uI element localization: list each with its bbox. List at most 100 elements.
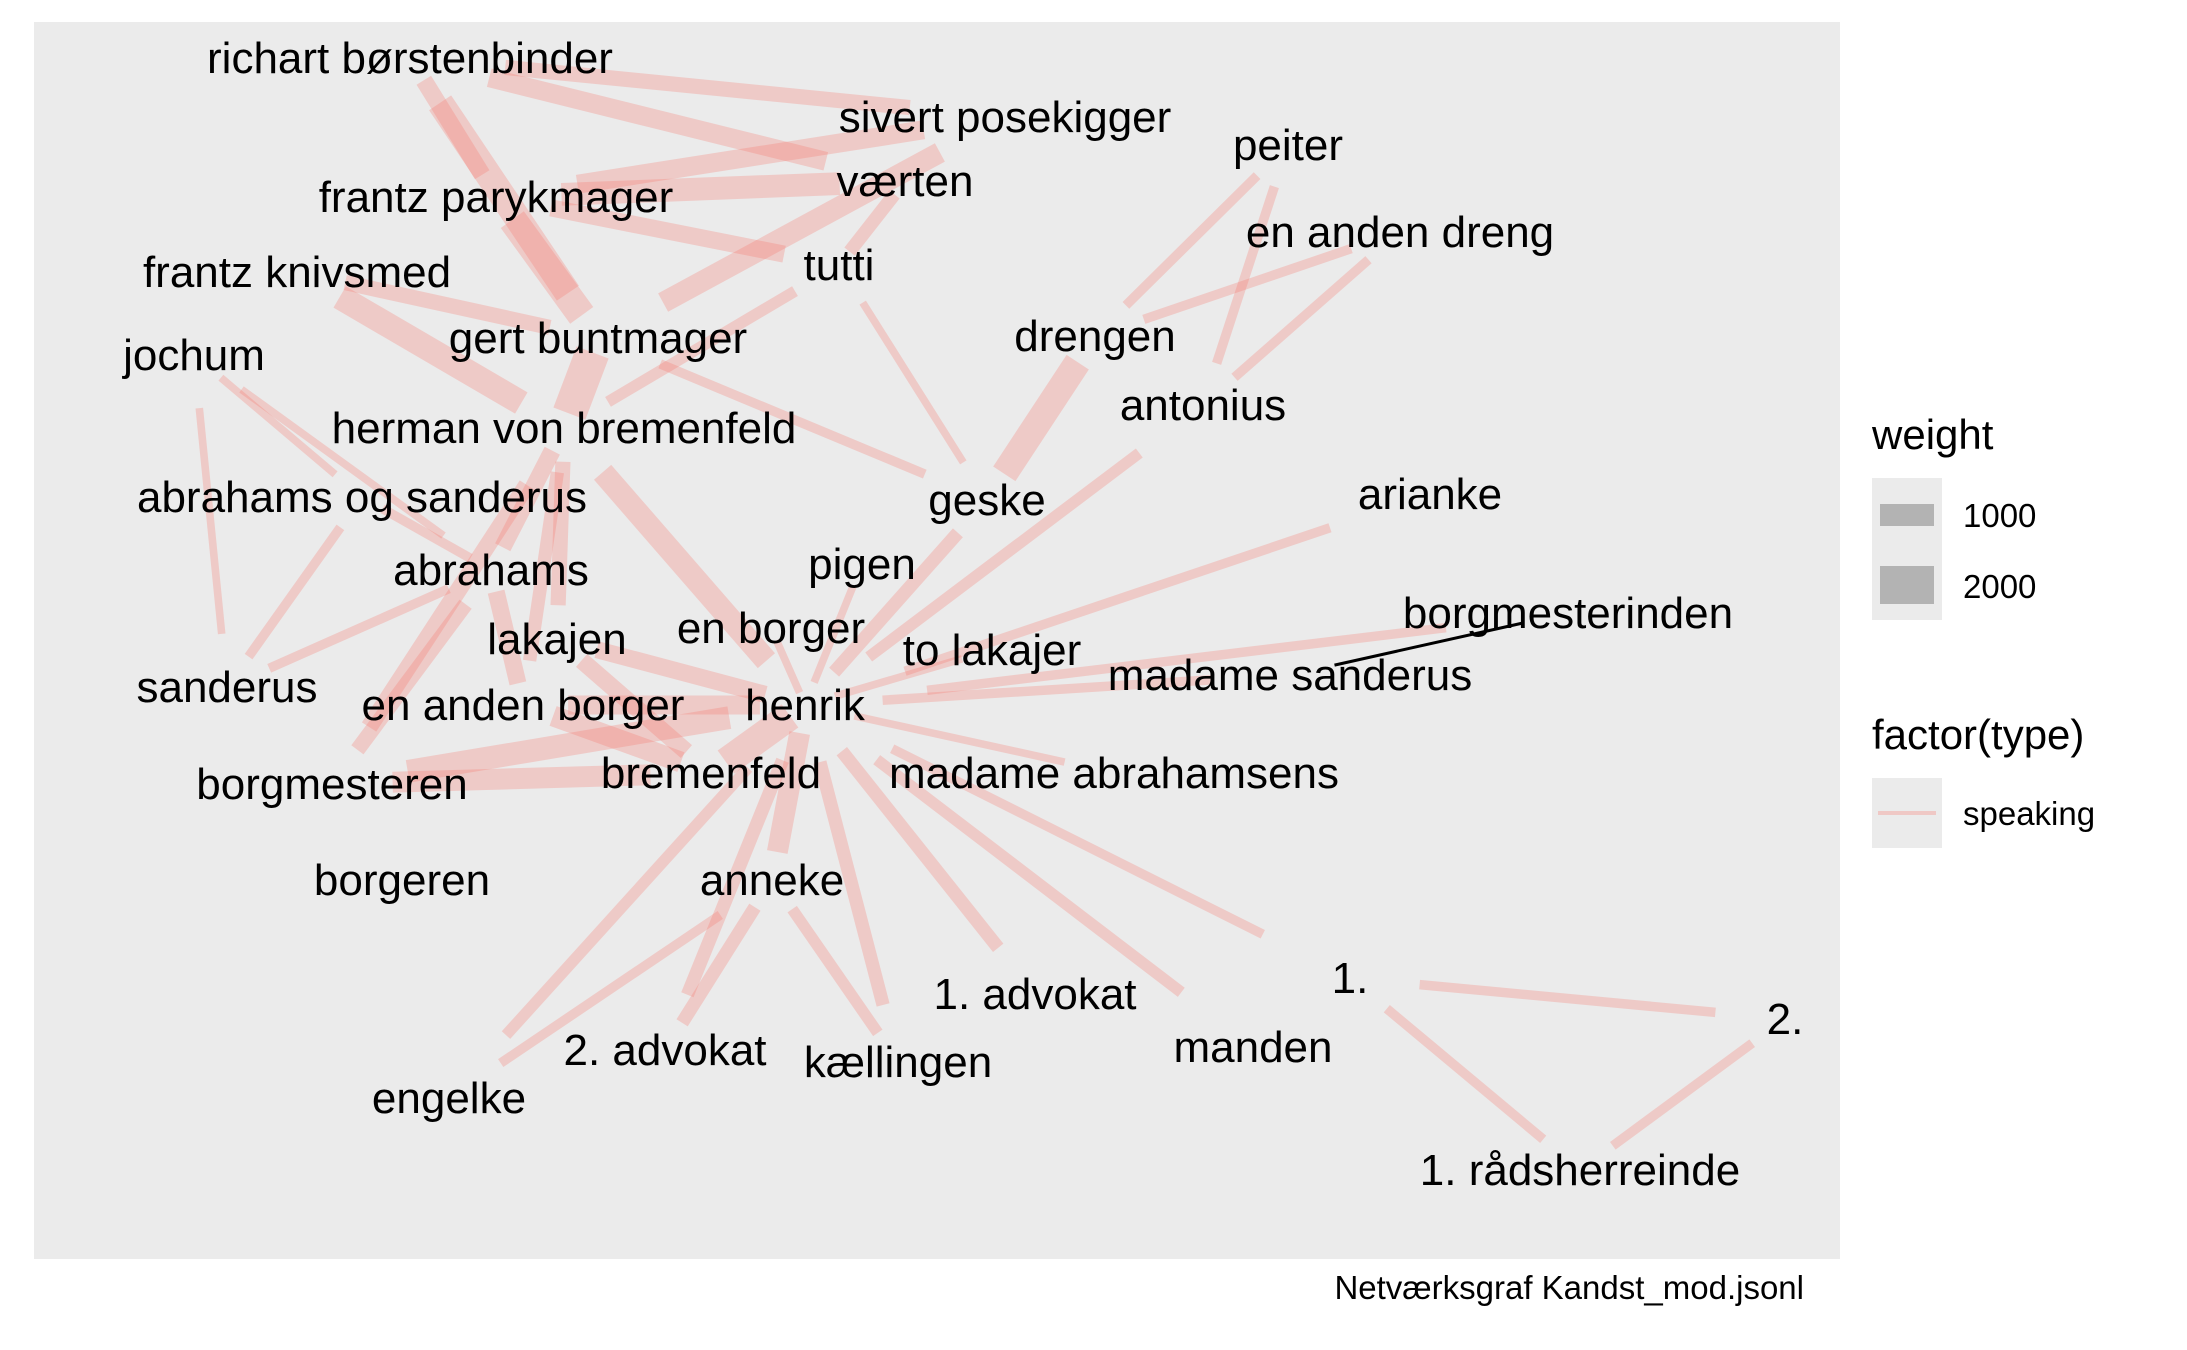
edge-56 xyxy=(890,744,1265,939)
edge-40 xyxy=(351,599,472,755)
legend-type-label-speaking: speaking xyxy=(1963,795,2095,832)
node-label: madame abrahamsens xyxy=(889,749,1339,798)
node-label: peiter xyxy=(1233,121,1343,170)
node-label: engelke xyxy=(372,1074,526,1123)
node-label: 2. xyxy=(1767,995,1804,1044)
edge-11 xyxy=(333,286,528,414)
edge-39 xyxy=(487,589,527,686)
node-label: værten xyxy=(837,157,974,206)
edge-23 xyxy=(903,523,1332,676)
edge-3 xyxy=(504,59,911,116)
edge-54 xyxy=(501,764,753,1039)
edge-19 xyxy=(1142,244,1353,324)
edge-34 xyxy=(550,461,571,606)
edge-47 xyxy=(392,764,651,793)
edge-13 xyxy=(553,346,609,420)
node-label: en borger xyxy=(677,604,865,653)
node-label: en anden dreng xyxy=(1246,208,1554,257)
edge-17 xyxy=(1122,172,1261,309)
edge-48 xyxy=(717,704,799,774)
edge-50 xyxy=(767,731,810,854)
node-label: jochum xyxy=(121,331,265,380)
edge-12 xyxy=(343,275,552,335)
node-label: sivert posekigger xyxy=(839,93,1172,142)
edge-42 xyxy=(594,641,768,703)
edge-37 xyxy=(244,524,345,660)
edge-35 xyxy=(523,471,564,662)
node-label: lakajen xyxy=(487,615,626,664)
edge-30 xyxy=(239,386,446,539)
edge-20 xyxy=(993,354,1089,482)
edge-14 xyxy=(658,359,927,479)
edge-layer xyxy=(195,59,1756,1150)
edge-24 xyxy=(926,622,1447,696)
node-label: kællingen xyxy=(804,1038,992,1087)
node-label: sanderus xyxy=(136,663,317,712)
edge-18 xyxy=(1231,256,1372,381)
edge-60 xyxy=(1419,979,1716,1018)
edge-63 xyxy=(1334,621,1524,667)
node-label: herman von bremenfeld xyxy=(332,404,797,453)
edge-41 xyxy=(267,584,451,673)
legend: weight 1000 2000 factor(type) speaking xyxy=(1871,411,2095,848)
edge-29 xyxy=(218,374,338,478)
node-label: anneke xyxy=(700,856,844,905)
node-label: arianke xyxy=(1358,470,1502,519)
node-label: pigen xyxy=(808,540,916,589)
label-layer: richart børstenbinder sivert posekigger væ… xyxy=(121,34,1803,1195)
edge-10 xyxy=(500,211,594,324)
node-label: geske xyxy=(928,476,1045,525)
node-label: madame sanderus xyxy=(1108,651,1472,700)
node-label: 1. advokat xyxy=(933,970,1136,1019)
node-label: manden xyxy=(1173,1023,1332,1072)
node-label: abrahams og sanderus xyxy=(137,473,587,522)
edge-16 xyxy=(1212,185,1279,365)
edge-5 xyxy=(658,143,945,312)
legend-weight-swatch-2000 xyxy=(1880,566,1934,604)
edge-62 xyxy=(1609,1039,1756,1150)
edge-59 xyxy=(498,910,723,1068)
edge-7 xyxy=(844,190,900,256)
edge-45 xyxy=(549,706,685,772)
edge-26 xyxy=(833,655,964,700)
node-label: henrik xyxy=(745,681,866,730)
node-label: 1. xyxy=(1332,954,1369,1003)
edge-51 xyxy=(836,747,1004,952)
node-label: borgmesteren xyxy=(196,760,467,809)
node-label: gert buntmager xyxy=(449,314,747,363)
edge-58 xyxy=(787,905,883,1037)
edge-38 xyxy=(380,504,473,563)
edge-33 xyxy=(593,464,776,669)
node-label: to lakajer xyxy=(903,626,1082,675)
node-label: borgeren xyxy=(314,856,490,905)
node-label: tutti xyxy=(804,241,875,290)
legend-type-title: factor(type) xyxy=(1872,711,2084,758)
edge-46 xyxy=(405,706,732,783)
node-label: frantz knivsmed xyxy=(143,248,451,297)
legend-type-key-bg xyxy=(1872,778,1942,848)
edge-32 xyxy=(495,446,560,552)
legend-weight-swatch-1000 xyxy=(1880,504,1934,526)
edge-27 xyxy=(810,585,857,684)
node-label: bremenfeld xyxy=(601,749,821,798)
edge-2 xyxy=(486,68,829,171)
edge-1 xyxy=(429,95,579,301)
node-label: frantz parykmager xyxy=(319,173,674,222)
edge-61 xyxy=(1383,1005,1547,1143)
node-label: en anden borger xyxy=(362,681,685,730)
edge-22 xyxy=(865,448,1143,662)
edge-9 xyxy=(605,286,798,407)
node-label: antonius xyxy=(1120,381,1286,430)
edge-55 xyxy=(873,755,1185,997)
edge-15 xyxy=(859,300,967,465)
node-label: 1. rådsherreinde xyxy=(1420,1146,1740,1195)
edge-53 xyxy=(813,760,890,1007)
edge-4 xyxy=(575,120,926,194)
node-label: borgmesterinden xyxy=(1403,589,1733,638)
edge-31 xyxy=(195,407,226,635)
node-label: richart børstenbinder xyxy=(207,34,613,83)
edge-49 xyxy=(853,712,1066,766)
edge-21 xyxy=(829,528,963,677)
node-label: 2. advokat xyxy=(563,1026,766,1075)
